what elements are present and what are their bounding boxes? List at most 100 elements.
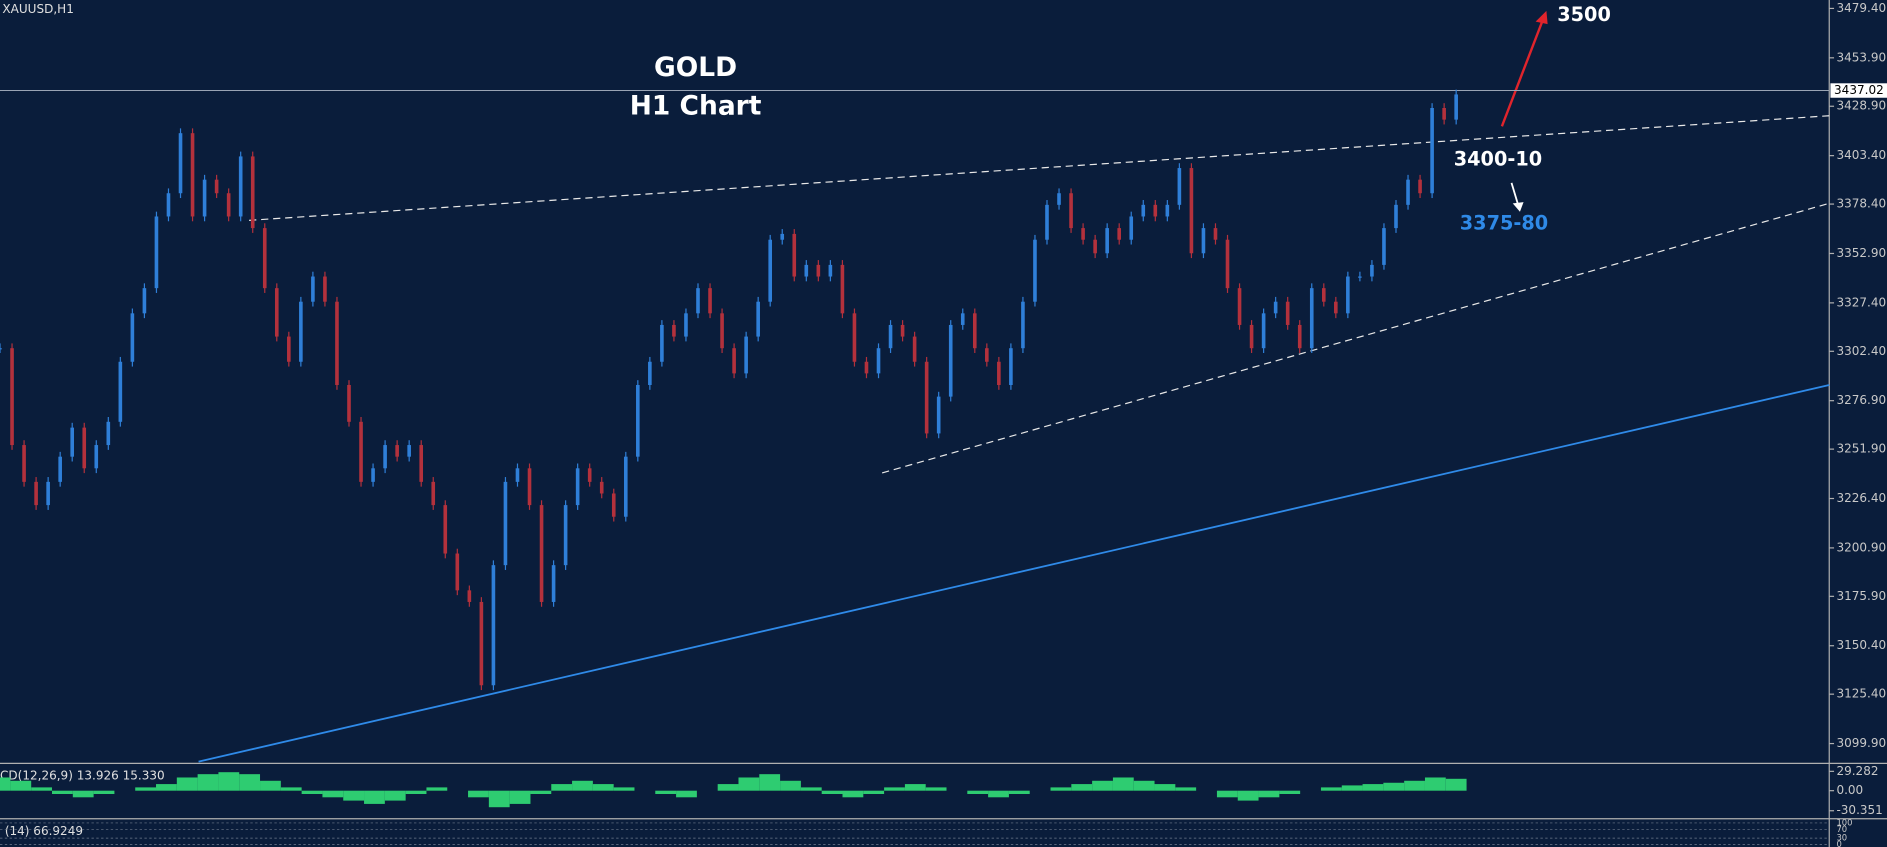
y-tick-label: 3453.90 [1836, 50, 1886, 64]
candle [46, 481, 50, 506]
macd-bar [218, 772, 240, 791]
macd-bar [31, 787, 53, 791]
macd-bar [1071, 784, 1093, 791]
macd-bar [1154, 784, 1176, 791]
candle [58, 456, 62, 482]
candle [407, 445, 411, 457]
candle [262, 228, 267, 289]
candle [1057, 193, 1061, 205]
candle [371, 468, 375, 482]
macd-bar [613, 787, 635, 791]
candle [684, 313, 688, 337]
macd-bar [780, 780, 801, 791]
candle [732, 348, 736, 374]
macd-bar [1216, 790, 1238, 798]
trendline [198, 384, 1830, 763]
candle [130, 313, 135, 362]
candle [804, 264, 809, 277]
y-tick-label: 3175.90 [1836, 589, 1886, 603]
candle [299, 301, 303, 362]
candle [1346, 276, 1350, 314]
macd-bar [0, 777, 11, 791]
candle [467, 590, 472, 602]
candle [1237, 288, 1242, 325]
candle [22, 445, 26, 482]
y-tick-label: 3125.40 [1836, 687, 1886, 701]
candle [1081, 228, 1085, 240]
macd-bar [176, 777, 198, 791]
candle [479, 601, 484, 686]
macd-tick-label: 0.00 [1836, 783, 1863, 797]
candle [648, 361, 652, 386]
candle [1009, 348, 1013, 386]
macd-bar [52, 790, 73, 794]
candle [106, 421, 111, 446]
rsi-tick-label: 0 [1836, 839, 1841, 847]
macd-bar [301, 790, 323, 794]
macd-bar [156, 784, 177, 791]
candle [1430, 107, 1434, 194]
macd-bar [1050, 787, 1072, 791]
candle [948, 324, 953, 397]
macd-bar [1383, 782, 1405, 791]
candle [347, 385, 351, 422]
y-tick-label: 3327.40 [1836, 295, 1886, 309]
candle [1153, 204, 1158, 217]
candle [1442, 107, 1446, 120]
arrow-head [1535, 10, 1548, 25]
y-tick-label: 3276.90 [1836, 393, 1886, 407]
macd-bar [1258, 790, 1280, 798]
candle [0, 348, 2, 350]
macd-bar [1112, 777, 1134, 791]
candle [1309, 288, 1314, 349]
candle [876, 348, 881, 374]
macd-bar [1237, 790, 1259, 801]
candle [888, 324, 893, 349]
candle [1033, 239, 1037, 302]
candle [636, 385, 640, 457]
candle [527, 468, 532, 506]
macd-bar [343, 790, 365, 801]
macd-bar [800, 787, 822, 791]
macd-bar [738, 777, 760, 791]
trendline [881, 202, 1830, 474]
y-tick-label: 3428.90 [1836, 99, 1886, 113]
candle [1273, 301, 1278, 314]
macd-bar [1175, 787, 1197, 791]
macd-bar [988, 790, 1009, 798]
candle [611, 493, 616, 517]
macd-bar [197, 774, 219, 791]
chart-title: GOLD [654, 52, 737, 83]
macd-bar [530, 790, 552, 794]
candle [768, 239, 773, 302]
macd-bar [93, 790, 115, 794]
macd-bar [1008, 790, 1030, 794]
macd-bar [405, 790, 427, 794]
y-tick-label: 3352.90 [1836, 246, 1886, 260]
candle [1418, 179, 1422, 194]
candle [912, 336, 917, 362]
candle [214, 179, 219, 194]
rsi-tick-label: 100 [1836, 817, 1852, 827]
price-label: 3437.02 [1834, 83, 1884, 97]
candle [190, 133, 195, 217]
candle [816, 264, 821, 277]
macd-bar [592, 784, 614, 791]
macd-bar [1092, 780, 1113, 791]
candle [82, 427, 87, 469]
candle [1382, 228, 1386, 265]
y-tick-label: 3226.40 [1836, 491, 1886, 505]
candle [1321, 288, 1326, 302]
candle [395, 445, 399, 457]
macd-bar [842, 790, 864, 798]
candle [10, 348, 14, 446]
candle [1165, 204, 1170, 217]
candle [1225, 239, 1230, 289]
candle [154, 216, 159, 289]
candle [515, 468, 520, 482]
candle [985, 348, 989, 362]
candle [287, 336, 291, 362]
rsi-tick-label: 30 [1836, 833, 1847, 843]
